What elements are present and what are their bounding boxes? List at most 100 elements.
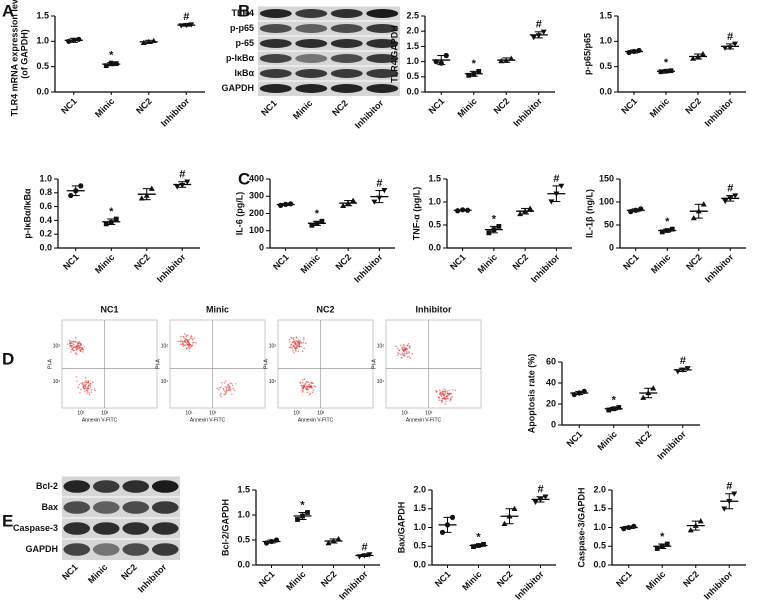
y-axis-label: TLR4/GAPDH: [389, 25, 399, 83]
data-point: [140, 39, 147, 46]
blot-band: [366, 24, 399, 33]
flow-event: [80, 388, 82, 391]
blot-band: [151, 480, 179, 493]
data-point: [145, 38, 152, 45]
data-point: [530, 35, 537, 41]
flow-event: [442, 390, 444, 392]
data-point: [553, 191, 560, 197]
flow-event: [303, 378, 306, 381]
y-tick-label: 60: [546, 356, 556, 366]
y-tick-label: 1.5: [428, 173, 441, 183]
blot-band: [295, 84, 328, 93]
data-point: [732, 193, 739, 199]
flow-event: [308, 393, 311, 396]
flow-event: [408, 345, 411, 347]
blot-band: [92, 480, 120, 493]
flow-event: [89, 384, 91, 387]
blot-band: [259, 9, 292, 18]
data-point: [645, 389, 652, 396]
data-point: [636, 47, 642, 54]
y-tick-label: 0.8: [39, 187, 52, 197]
flow-event: [75, 376, 78, 378]
flow-event: [219, 394, 222, 396]
flow-event: [184, 338, 187, 341]
data-point: [576, 390, 582, 396]
y-tick-label: 0.0: [406, 86, 419, 96]
flow-event: [87, 381, 90, 384]
flow-event: [302, 338, 305, 341]
flow-event: [311, 391, 314, 394]
flow-y-tick: 10²: [269, 344, 277, 350]
flow-event: [295, 345, 297, 347]
data-point: [466, 72, 472, 78]
blot-band: [366, 39, 399, 48]
flow-x-tick: 10¹: [293, 410, 301, 416]
flow-event: [226, 386, 228, 389]
flow-event: [308, 383, 310, 386]
blot-band: [151, 501, 179, 514]
y-tick-label: 1.5: [36, 10, 49, 20]
blot-band: [259, 54, 292, 63]
data-point: [178, 23, 185, 29]
flow-event: [185, 347, 188, 350]
flow-event: [76, 346, 79, 349]
blot-band: [122, 522, 150, 535]
flow-event: [224, 380, 227, 383]
flow-event: [231, 384, 234, 387]
data-point: [78, 183, 84, 189]
y-axis-label: p-p65/p65: [582, 33, 592, 75]
flow-event: [84, 384, 86, 387]
data-point: [263, 540, 270, 546]
flow-event: [300, 342, 302, 344]
flow-event: [297, 350, 300, 353]
blot-row-label: Bcl-2: [36, 481, 58, 491]
flow-event: [189, 346, 192, 349]
blot-band: [122, 543, 150, 556]
flow-event: [220, 396, 223, 398]
y-tick-label: 1.5: [413, 503, 426, 513]
data-point: [283, 201, 289, 207]
flow-event: [187, 346, 190, 348]
flow-event: [188, 350, 191, 352]
flow-event: [80, 348, 82, 351]
blot-row-label: p-IκBα: [226, 53, 255, 63]
flow-title: Minic: [206, 304, 229, 314]
data-point: [511, 505, 518, 511]
flow-event: [292, 341, 294, 344]
significance-mark: #: [179, 169, 185, 181]
flow-event: [191, 338, 194, 341]
flow-event: [70, 346, 73, 349]
flow-frame: [61, 319, 158, 409]
flow-event: [191, 337, 193, 340]
data-point: [668, 68, 674, 74]
data-point: [108, 220, 114, 225]
flow-event: [435, 389, 437, 392]
y-tick-label: 1.0: [428, 196, 441, 206]
blot-band: [92, 522, 120, 535]
flow-event: [70, 351, 72, 353]
flow-event: [188, 338, 191, 341]
data-point: [496, 223, 502, 229]
flow-event: [193, 341, 195, 344]
flow-event: [290, 343, 293, 346]
data-point: [621, 526, 627, 532]
data-point: [697, 518, 704, 524]
data-point: [449, 514, 456, 520]
data-point: [669, 226, 675, 232]
flow-event: [444, 393, 447, 396]
flow-event: [301, 350, 304, 352]
y-tick-label: 0.5: [36, 61, 49, 71]
flow-event: [449, 400, 452, 402]
y-tick-label: 300: [249, 191, 264, 201]
flow-event: [190, 335, 192, 338]
blot-band: [259, 84, 292, 93]
flow-event: [440, 391, 442, 394]
flow-event: [79, 346, 82, 349]
flow-event: [446, 390, 448, 393]
flow-event: [185, 334, 188, 336]
flow-event: [81, 351, 84, 353]
data-point: [340, 202, 347, 208]
data-point: [188, 22, 195, 28]
data-point: [650, 385, 657, 391]
flow-event: [87, 386, 90, 388]
